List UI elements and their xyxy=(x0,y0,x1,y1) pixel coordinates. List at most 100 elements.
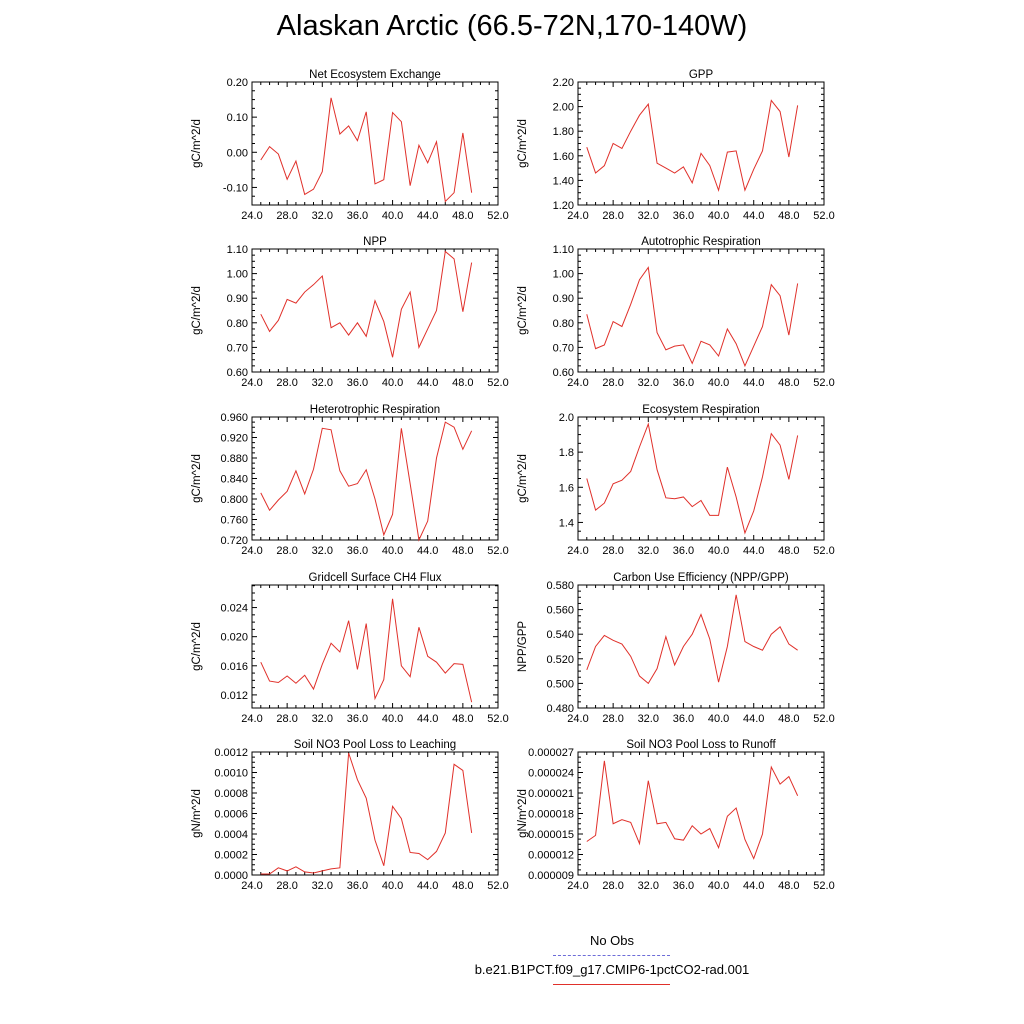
y-axis-label: gN/m^2/d xyxy=(191,789,203,838)
y-axis-label: gC/m^2/d xyxy=(191,622,203,671)
y-tick-label: 0.80 xyxy=(227,318,248,330)
series-line xyxy=(260,752,473,875)
x-tick-label: 28.0 xyxy=(602,210,623,222)
x-tick-label: 40.0 xyxy=(708,545,729,557)
x-tick-label: 48.0 xyxy=(452,377,473,389)
x-tick-label: 44.0 xyxy=(743,377,764,389)
panel-title: Soil NO3 Pool Loss to Leaching xyxy=(294,739,456,751)
y-axis-label: gC/m^2/d xyxy=(191,286,203,335)
x-tick-label: 44.0 xyxy=(743,545,764,557)
series-line xyxy=(260,250,473,358)
x-tick-label: 48.0 xyxy=(452,210,473,222)
x-tick-label: 44.0 xyxy=(743,210,764,222)
x-tick-label: 32.0 xyxy=(638,713,659,725)
panel-title: Ecosystem Respiration xyxy=(642,404,760,416)
x-tick-label: 52.0 xyxy=(487,545,508,557)
x-tick-label: 32.0 xyxy=(638,880,659,892)
y-tick-label: 0.000021 xyxy=(528,788,574,800)
series-line xyxy=(260,97,473,203)
y-tick-label: 0.80 xyxy=(553,318,574,330)
y-tick-label: 1.40 xyxy=(553,175,574,187)
x-tick-label: 44.0 xyxy=(417,713,438,725)
y-tick-label: 0.020 xyxy=(220,632,248,644)
x-tick-label: 36.0 xyxy=(347,210,368,222)
x-tick-label: 32.0 xyxy=(312,377,333,389)
x-tick-label: 32.0 xyxy=(638,377,659,389)
x-tick-label: 24.0 xyxy=(241,377,262,389)
y-tick-label: 0.000018 xyxy=(528,809,574,821)
x-tick-label: 28.0 xyxy=(602,545,623,557)
y-tick-label: 0.560 xyxy=(546,605,574,617)
panel-title: Soil NO3 Pool Loss to Runoff xyxy=(626,739,776,751)
y-axis-label: gC/m^2/d xyxy=(517,119,529,168)
y-tick-label: 1.6 xyxy=(559,482,574,494)
y-axis-label: gC/m^2/d xyxy=(191,119,203,168)
y-tick-label: 2.00 xyxy=(553,102,574,114)
x-tick-label: 36.0 xyxy=(347,713,368,725)
x-tick-label: 48.0 xyxy=(778,880,799,892)
y-tick-label: -0.10 xyxy=(223,182,248,194)
y-tick-label: 0.000015 xyxy=(528,829,574,841)
y-tick-label: 2.0 xyxy=(559,412,574,424)
y-tick-label: 0.800 xyxy=(220,494,248,506)
x-tick-label: 32.0 xyxy=(312,713,333,725)
x-tick-label: 24.0 xyxy=(567,545,588,557)
x-tick-label: 44.0 xyxy=(417,210,438,222)
plot-frame xyxy=(251,248,499,373)
y-tick-label: 0.960 xyxy=(220,412,248,424)
chart-panel-9: Soil NO3 Pool Loss to Leaching gN/m^2/d 24… xyxy=(191,739,509,892)
y-tick-label: 0.480 xyxy=(546,703,574,715)
chart-panel-8: Carbon Use Efficiency (NPP/GPP) NPP/GPP 24… xyxy=(517,572,835,725)
panel-title: Gridcell Surface CH4 Flux xyxy=(309,572,442,584)
x-tick-label: 52.0 xyxy=(487,713,508,725)
y-tick-label: 1.00 xyxy=(227,269,248,281)
y-tick-label: 0.70 xyxy=(553,342,574,354)
x-tick-label: 28.0 xyxy=(276,545,297,557)
x-tick-label: 24.0 xyxy=(567,377,588,389)
plot-frame xyxy=(577,81,825,206)
x-tick-label: 32.0 xyxy=(312,210,333,222)
x-tick-label: 32.0 xyxy=(312,545,333,557)
y-tick-label: 0.840 xyxy=(220,474,248,486)
y-tick-label: 0.000012 xyxy=(528,850,574,862)
x-tick-label: 52.0 xyxy=(813,713,834,725)
chart-panel-6: Ecosystem Respiration gC/m^2/d 24.0 28.0 32.… xyxy=(517,404,835,557)
series-line xyxy=(260,598,473,703)
x-tick-label: 44.0 xyxy=(417,545,438,557)
x-tick-label: 36.0 xyxy=(347,880,368,892)
y-tick-label: 0.520 xyxy=(546,654,574,666)
x-tick-label: 48.0 xyxy=(778,210,799,222)
y-tick-label: 0.920 xyxy=(220,433,248,445)
x-tick-label: 48.0 xyxy=(778,713,799,725)
x-tick-label: 52.0 xyxy=(813,880,834,892)
y-tick-label: 0.0008 xyxy=(214,788,248,800)
plot-frame xyxy=(577,416,825,541)
plot-frame xyxy=(577,584,825,709)
x-tick-label: 36.0 xyxy=(673,377,694,389)
y-tick-label: 1.10 xyxy=(553,244,574,256)
x-tick-label: 28.0 xyxy=(602,713,623,725)
x-tick-label: 24.0 xyxy=(241,713,262,725)
x-tick-label: 24.0 xyxy=(567,880,588,892)
series-line xyxy=(260,421,473,542)
y-tick-label: 0.60 xyxy=(553,367,574,379)
chart-panel-2: GPP gC/m^2/d 24.0 28.0 32.0 36.0 40.0 44.0 48.0 5… xyxy=(517,69,835,222)
x-tick-label: 36.0 xyxy=(673,713,694,725)
x-tick-label: 32.0 xyxy=(638,210,659,222)
x-tick-label: 44.0 xyxy=(417,880,438,892)
panel-title: NPP xyxy=(363,236,387,248)
x-tick-label: 52.0 xyxy=(813,545,834,557)
y-tick-label: 0.540 xyxy=(546,629,574,641)
x-tick-label: 40.0 xyxy=(382,713,403,725)
x-tick-label: 40.0 xyxy=(382,545,403,557)
y-tick-label: 0.000024 xyxy=(528,768,574,780)
x-tick-label: 40.0 xyxy=(708,210,729,222)
x-tick-label: 52.0 xyxy=(813,210,834,222)
legend-no-obs-line xyxy=(553,955,670,956)
y-tick-label: 2.20 xyxy=(553,77,574,89)
x-tick-label: 24.0 xyxy=(241,210,262,222)
x-tick-label: 48.0 xyxy=(452,713,473,725)
y-tick-label: 1.10 xyxy=(227,244,248,256)
chart-panel-1: Net Ecosystem Exchange gC/m^2/d 24.0 28.0 32… xyxy=(191,69,509,222)
